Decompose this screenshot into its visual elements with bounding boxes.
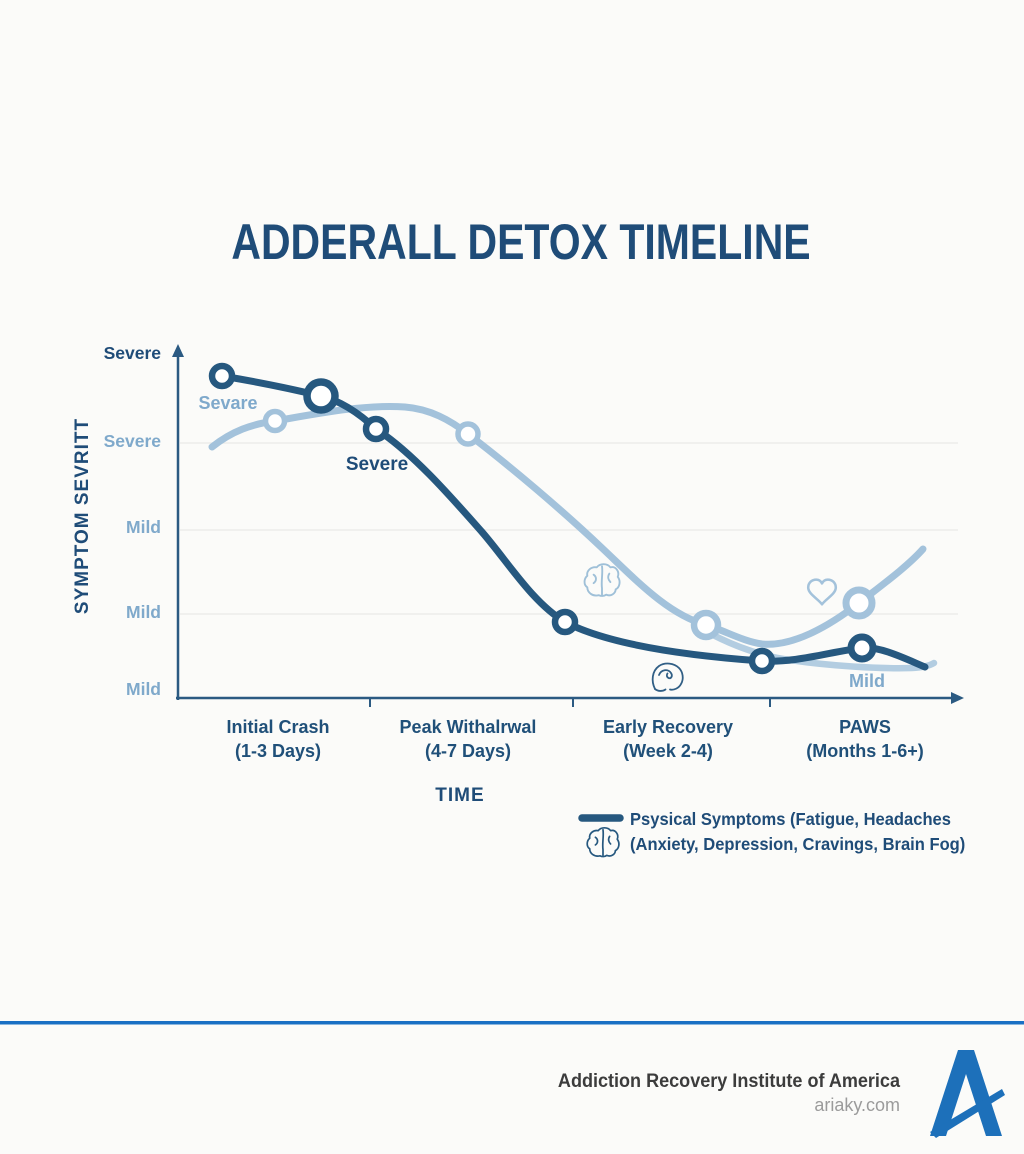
data-point-marker	[847, 633, 877, 663]
y-tick-mild-2: Mild	[126, 602, 161, 622]
y-tick-labels: Severe Severe Mild Mild Mild	[104, 343, 162, 699]
y-axis-arrow-icon	[172, 344, 184, 357]
page-title: ADDERALL DETOX TIMELINE	[231, 214, 810, 270]
heart-icon	[806, 578, 838, 606]
x-tick-label-line1: Initial Crash	[226, 717, 329, 737]
gridlines	[180, 442, 958, 615]
data-point-marker	[303, 378, 339, 414]
x-tick-early-recovery: Early Recovery (Week 2-4)	[603, 717, 733, 761]
x-tick-label-line2: (4-7 Days)	[425, 741, 511, 761]
x-tick-label-line1: Peak Withalrwal	[400, 717, 537, 737]
x-tick-label-line1: Early Recovery	[603, 717, 733, 737]
y-axis-title: SYMPTOM SEVRITT	[72, 418, 93, 614]
y-tick-severe-top: Severe	[104, 343, 162, 363]
curve-label-light-start: Sevare	[198, 393, 257, 413]
y-tick-mild-1: Mild	[126, 517, 161, 537]
curve-label-dark: Severe	[346, 454, 408, 475]
curve-label-light-end: Mild	[849, 671, 885, 691]
psychological-symptoms-curve	[208, 403, 927, 648]
legend: Psysical Symptoms (Fatigue, Headaches (A…	[578, 808, 965, 858]
x-tick-initial-crash: Initial Crash (1-3 Days)	[226, 717, 329, 761]
data-point-marker	[208, 362, 236, 390]
footer-divider	[0, 1021, 1024, 1025]
y-tick-mild-3: Mild	[126, 679, 161, 699]
x-tick-peak-withdrawal: Peak Withalrwal (4-7 Days)	[400, 717, 537, 761]
legend-psychological-label: (Anxiety, Depression, Cravings, Brain Fo…	[630, 833, 965, 854]
footer-website-link[interactable]: ariaky.com	[814, 1095, 900, 1115]
x-axis	[176, 692, 964, 707]
x-axis-title: TIME	[435, 785, 484, 806]
brain-icon	[583, 563, 621, 597]
x-tick-label-line1: PAWS	[839, 717, 891, 737]
y-axis	[172, 344, 184, 700]
x-tick-label-line2: (Week 2-4)	[623, 741, 713, 761]
data-point-marker	[262, 408, 288, 434]
x-axis-arrow-icon	[951, 692, 964, 704]
x-tick-label-line2: (1-3 Days)	[235, 741, 321, 761]
x-tick-paws: PAWS (Months 1-6+)	[806, 717, 924, 761]
legend-brain-icon	[586, 826, 620, 858]
aria-logo-icon	[930, 1050, 1005, 1138]
data-point-marker	[551, 608, 579, 636]
psychological-data-point-markers	[262, 408, 876, 641]
bicep-icon	[651, 662, 684, 692]
data-point-marker	[842, 586, 876, 620]
x-tick-label-line2: (Months 1-6+)	[806, 741, 924, 761]
x-tick-labels: Initial Crash (1-3 Days) Peak Withalrwal…	[226, 717, 923, 761]
data-point-marker	[748, 647, 776, 675]
legend-physical-label: Psysical Symptoms (Fatigue, Headaches	[630, 808, 951, 829]
physical-data-point-markers	[208, 362, 877, 675]
y-tick-severe: Severe	[104, 431, 162, 451]
data-point-marker	[455, 421, 481, 447]
data-point-marker	[362, 415, 390, 443]
footer-org-name: Addiction Recovery Institute of America	[558, 1070, 901, 1092]
data-point-marker	[690, 609, 722, 641]
